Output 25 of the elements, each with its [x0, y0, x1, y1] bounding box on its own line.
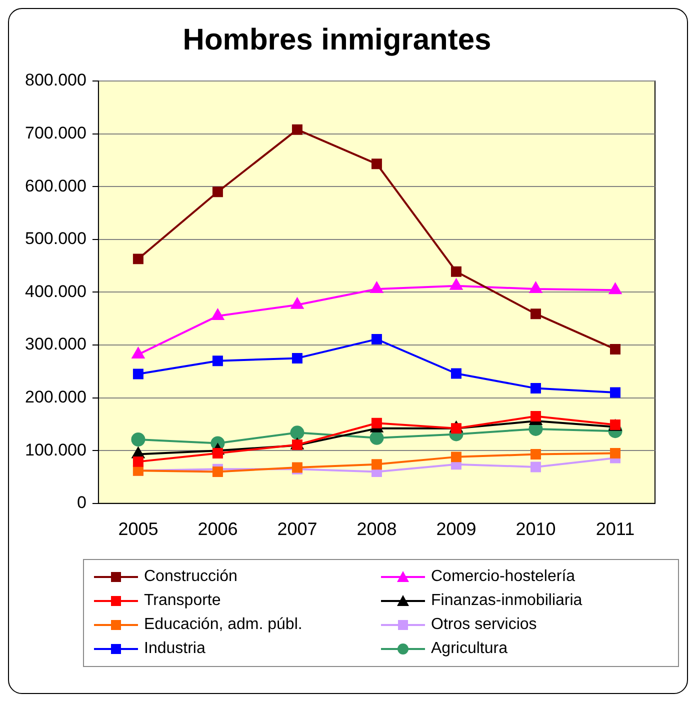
- legend-label: Transporte: [144, 592, 221, 610]
- x-tick-label: 2006: [198, 519, 238, 540]
- x-tick-label: 2011: [596, 519, 635, 540]
- y-tick-label: 500.000: [25, 229, 86, 248]
- legend-label: Educación, adm. públ.: [144, 616, 302, 634]
- y-tick-label: 800.000: [25, 70, 86, 90]
- y-tick-label: 200.000: [25, 387, 86, 406]
- chart-title: Hombres inmigrantes: [182, 23, 492, 56]
- x-tick-label: 2010: [516, 519, 556, 540]
- legend-label: Otros servicios: [431, 616, 537, 634]
- x-tick-label: 2005: [118, 519, 158, 540]
- y-tick-label: 300.000: [25, 334, 86, 354]
- y-tick-label: 100.000: [25, 440, 86, 460]
- y-tick-label: 400.000: [25, 282, 86, 301]
- legend-label: Agricultura: [431, 640, 508, 658]
- y-tick-label: 600.000: [25, 176, 86, 196]
- legend-label: Comercio-hostelería: [431, 568, 576, 586]
- legend-label: Industria: [144, 640, 206, 658]
- x-tick-label: 2009: [436, 519, 476, 540]
- y-tick-label: 700.000: [25, 123, 86, 142]
- legend-label: Finanzas-inmobiliaria: [431, 592, 582, 610]
- legend-label: Construcción: [144, 568, 238, 586]
- y-tick-label: 0: [76, 493, 86, 512]
- x-tick-label: 2007: [277, 519, 318, 540]
- x-tick-label: 2008: [356, 519, 397, 540]
